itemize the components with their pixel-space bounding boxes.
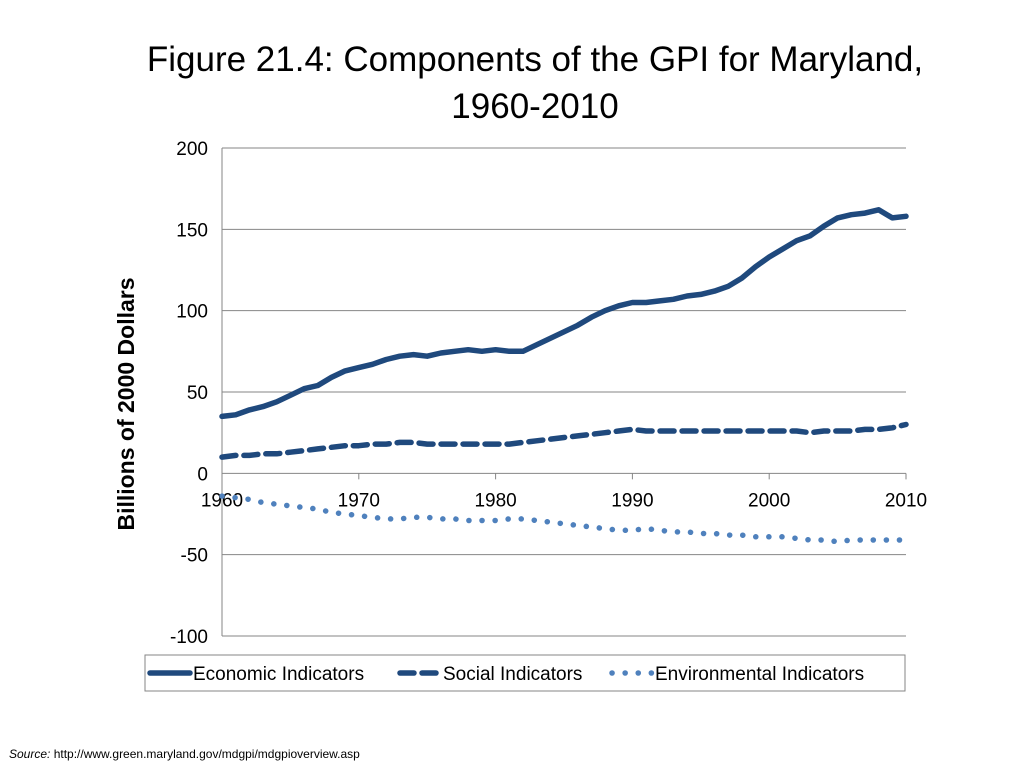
legend-box: [144, 654, 906, 692]
y-tick-label: -50: [181, 546, 208, 567]
y-tick-label: 200: [176, 139, 208, 160]
chart-title-line-2: 1960-2010: [451, 87, 619, 126]
chart-title-line-1: Figure 21.4: Components of the GPI for M…: [146, 40, 924, 79]
series-lines: [219, 207, 909, 545]
axes: [221, 148, 906, 636]
y-tick-label: 100: [176, 302, 208, 323]
y-axis-label: Billions of 2000 Dollars: [113, 277, 139, 530]
series-line-economic-indicators: [219, 207, 909, 420]
legend-label-environmental-indicators: Environmental Indicators: [655, 664, 864, 685]
y-tick-label: 50: [187, 383, 208, 404]
y-tick-label: 150: [176, 220, 208, 241]
series-line-social-indicators: [219, 421, 909, 460]
x-tick-labels: 1960 1970 1980 1990 2000 2010: [201, 473, 927, 511]
x-tick-label: 1970: [338, 490, 380, 511]
chart-title: Figure 21.4: Components of the GPI for M…: [40, 36, 1024, 130]
source-note: Source: http://www.green.maryland.gov/md…: [9, 747, 360, 761]
y-tick-labels: 200 150 100 50 0 -50 -100: [170, 139, 208, 648]
source-url: http://www.green.maryland.gov/mdgpi/mdgp…: [53, 747, 360, 761]
x-tick-label: 1990: [611, 490, 653, 511]
y-tick-label: 0: [197, 464, 208, 485]
x-tick-label: 2010: [885, 490, 927, 511]
grid-lines: [222, 147, 906, 637]
legend-label-economic-indicators: Economic Indicators: [193, 664, 364, 685]
x-tick-label: 1960: [201, 490, 243, 511]
legend: Economic Indicators Social Indicators Envi…: [144, 654, 906, 692]
x-tick-label: 1980: [474, 490, 516, 511]
x-tick-label: 2000: [748, 490, 790, 511]
legend-label-social-indicators: Social Indicators: [443, 664, 582, 685]
source-label: Source:: [9, 747, 51, 761]
y-tick-label: -100: [170, 627, 208, 648]
series-line-environmental-indicators: [219, 493, 909, 545]
